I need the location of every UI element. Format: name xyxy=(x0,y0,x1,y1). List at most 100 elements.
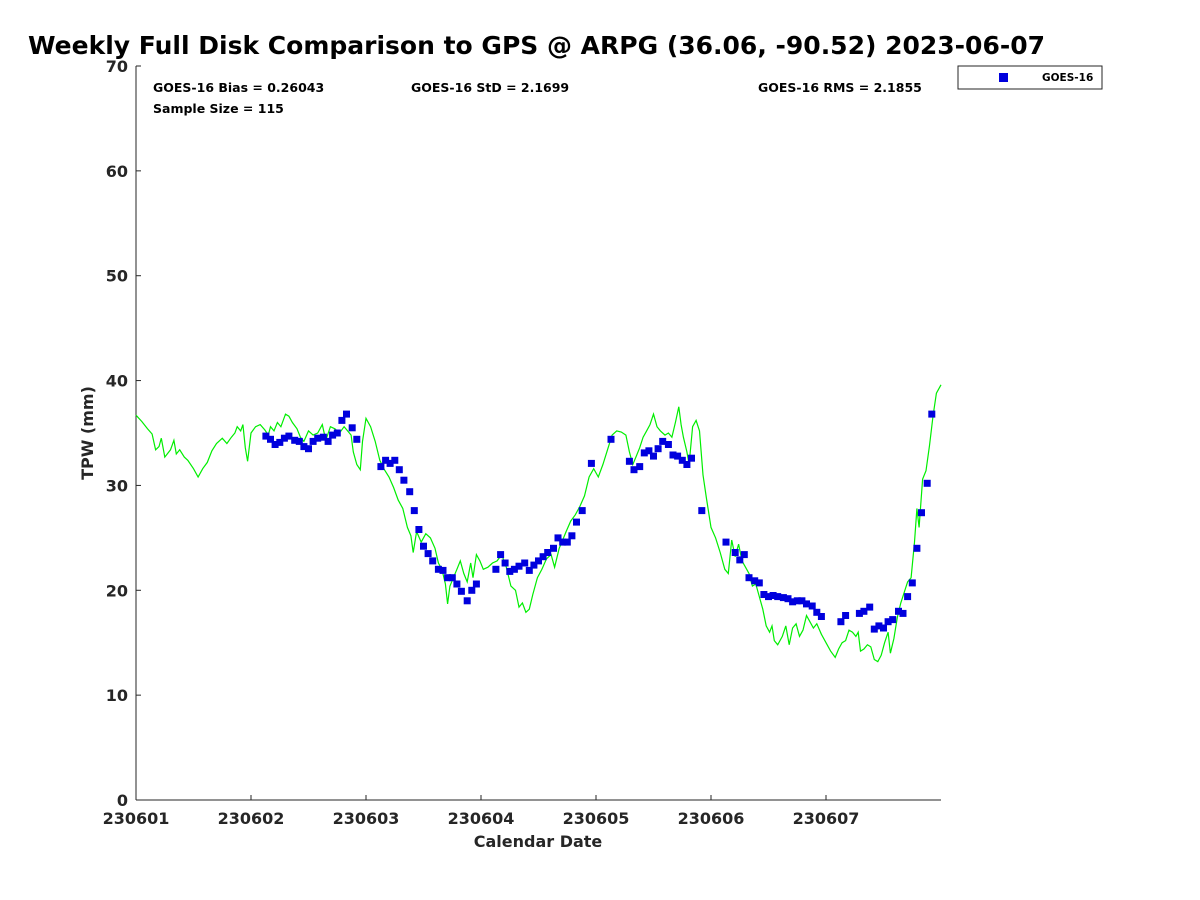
data-point-goes16 xyxy=(765,593,772,601)
data-point-goes16 xyxy=(789,598,797,606)
data-point-goes16 xyxy=(521,559,529,567)
data-point-goes16 xyxy=(674,452,682,460)
data-point-goes16 xyxy=(530,561,538,569)
data-point-goes16 xyxy=(457,587,465,595)
data-point-goes16 xyxy=(353,435,361,443)
data-point-goes16 xyxy=(539,553,547,561)
data-point-goes16 xyxy=(338,416,346,424)
data-point-goes16 xyxy=(918,509,925,517)
data-point-goes16 xyxy=(774,593,782,601)
data-point-goes16 xyxy=(280,434,288,442)
x-tick-label: 230607 xyxy=(793,809,860,828)
data-point-goes16 xyxy=(319,433,327,441)
data-point-goes16 xyxy=(636,463,644,471)
data-point-goes16 xyxy=(525,566,533,574)
data-point-goes16 xyxy=(769,592,777,599)
data-point-goes16 xyxy=(453,580,461,588)
data-point-goes16 xyxy=(587,459,595,467)
data-point-goes16 xyxy=(880,624,887,632)
data-point-goes16 xyxy=(889,616,897,624)
data-point-goes16 xyxy=(395,466,403,474)
y-tick-label: 70 xyxy=(106,57,128,76)
data-point-goes16 xyxy=(343,410,350,418)
data-point-goes16 xyxy=(654,445,662,453)
data-point-goes16 xyxy=(295,437,303,445)
data-point-goes16 xyxy=(908,579,916,587)
data-point-goes16 xyxy=(813,608,821,616)
chart-title: Weekly Full Disk Comparison to GPS @ ARP… xyxy=(28,31,1045,60)
data-point-goes16 xyxy=(472,580,480,588)
data-point-goes16 xyxy=(554,534,562,542)
data-point-goes16 xyxy=(837,618,845,626)
data-point-goes16 xyxy=(501,559,509,567)
data-point-goes16 xyxy=(698,507,706,515)
data-point-goes16 xyxy=(463,597,471,605)
data-point-goes16 xyxy=(391,456,399,464)
data-point-goes16 xyxy=(448,574,456,582)
data-point-goes16 xyxy=(291,436,299,444)
stat-sample-size: Sample Size = 115 xyxy=(153,101,284,116)
data-point-goes16 xyxy=(745,574,753,582)
data-point-goes16 xyxy=(607,435,615,443)
data-point-goes16 xyxy=(410,507,418,515)
data-point-goes16 xyxy=(578,507,586,515)
x-tick-label: 230603 xyxy=(333,809,400,828)
data-point-goes16 xyxy=(492,565,500,573)
data-point-goes16 xyxy=(559,538,567,546)
data-point-goes16 xyxy=(382,456,390,464)
data-point-goes16 xyxy=(262,432,270,440)
data-point-goes16 xyxy=(550,544,557,552)
axes xyxy=(135,66,941,801)
data-point-goes16 xyxy=(899,609,907,617)
data-point-goes16 xyxy=(870,625,878,633)
data-point-goes16 xyxy=(817,613,825,620)
data-point-goes16 xyxy=(271,441,279,448)
data-point-goes16 xyxy=(875,622,883,630)
data-point-goes16 xyxy=(798,597,806,605)
data-point-goes16 xyxy=(860,607,868,615)
x-tick-label: 230605 xyxy=(563,809,630,828)
data-point-goes16 xyxy=(434,565,442,573)
x-tick-label: 230604 xyxy=(448,809,515,828)
data-point-goes16 xyxy=(305,445,312,453)
stat-rms: GOES-16 RMS = 2.1855 xyxy=(758,80,922,95)
data-point-goes16 xyxy=(808,602,816,610)
data-point-goes16 xyxy=(688,454,695,462)
data-point-goes16 xyxy=(515,562,523,570)
data-point-goes16 xyxy=(424,550,432,558)
data-point-goes16 xyxy=(913,544,921,552)
x-tick-label: 230606 xyxy=(678,809,745,828)
data-point-goes16 xyxy=(855,609,863,617)
data-point-goes16 xyxy=(444,574,452,582)
legend-box xyxy=(957,65,1103,90)
data-point-goes16 xyxy=(731,549,739,556)
legend-label-goes16: GOES-16 xyxy=(1042,72,1093,84)
data-point-goes16 xyxy=(904,593,912,601)
data-point-goes16 xyxy=(420,542,427,550)
data-point-goes16 xyxy=(625,457,633,465)
data-point-goes16 xyxy=(324,437,332,445)
data-point-goes16 xyxy=(928,410,936,418)
data-point-goes16 xyxy=(884,618,892,626)
data-point-goes16 xyxy=(267,435,274,443)
x-tick-label: 230601 xyxy=(103,809,170,828)
data-point-goes16 xyxy=(285,432,293,440)
y-tick-label: 30 xyxy=(106,476,128,495)
data-point-goes16 xyxy=(300,443,308,451)
data-point-goes16 xyxy=(842,612,850,619)
data-point-goes16 xyxy=(348,424,356,432)
data-point-goes16 xyxy=(650,452,657,460)
legend: GOES-16 xyxy=(957,65,1103,90)
data-point-goes16 xyxy=(276,438,284,446)
data-point-goes16 xyxy=(640,449,648,457)
y-tick-label: 40 xyxy=(106,372,128,391)
data-point-goes16 xyxy=(669,451,677,459)
data-point-goes16 xyxy=(678,456,686,464)
data-point-goes16 xyxy=(664,441,672,448)
series-line-gps xyxy=(135,384,942,663)
data-point-goes16 xyxy=(314,434,322,442)
data-point-goes16 xyxy=(406,488,414,496)
stat-bias: GOES-16 Bias = 0.26043 xyxy=(153,80,324,95)
y-tick-label: 10 xyxy=(106,686,128,705)
y-axis-label: TPW (mm) xyxy=(78,386,97,480)
